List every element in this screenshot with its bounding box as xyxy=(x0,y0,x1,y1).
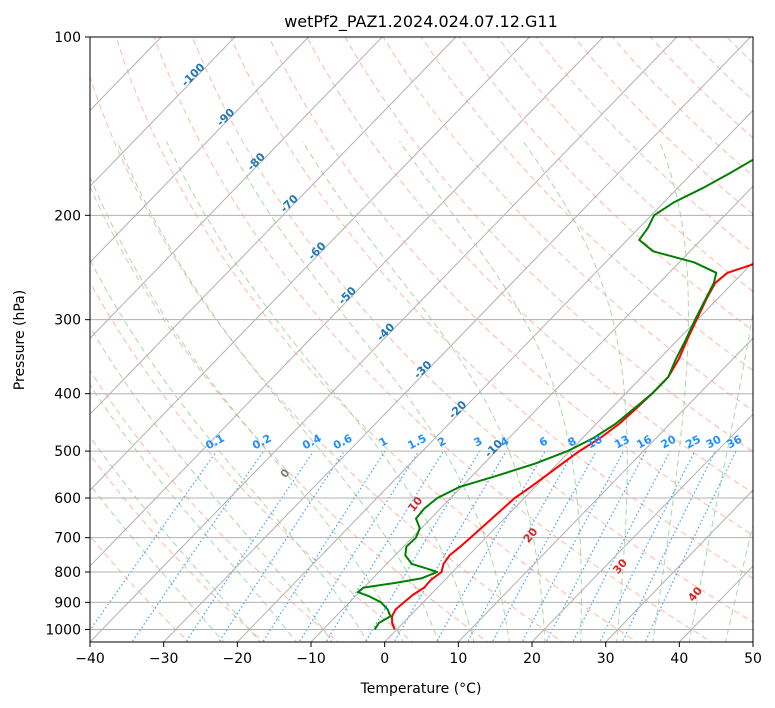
x-tick-label: −40 xyxy=(75,651,105,667)
x-tick-label: −20 xyxy=(223,651,253,667)
dry-adiabat xyxy=(458,37,753,332)
mixing-ratio-line xyxy=(644,450,737,642)
moist-adiabat xyxy=(226,141,510,642)
mixing-ratio-line xyxy=(218,450,345,642)
y-tick-label: 900 xyxy=(54,595,81,611)
x-tick-label: 40 xyxy=(670,651,688,667)
dewpoint-profile xyxy=(356,158,753,630)
y-tick-label: 100 xyxy=(54,30,81,46)
isotherm-gridline xyxy=(90,37,383,339)
x-tick-label: 50 xyxy=(744,651,762,667)
y-tick-label: 1000 xyxy=(45,622,81,638)
moist-adiabat xyxy=(116,141,440,642)
x-tick-label: 0 xyxy=(380,651,389,667)
x-tick-label: 10 xyxy=(449,651,467,667)
mixing-ratio-label: 20 xyxy=(659,433,679,452)
mixing-ratio-line xyxy=(521,450,625,642)
y-tick-label: 800 xyxy=(54,565,81,581)
mixing-ratio-line xyxy=(90,450,218,632)
y-axis: 100 200 300 400 500 600 700 800 900 1000 xyxy=(45,30,90,638)
mixing-ratio-line xyxy=(298,450,420,642)
mixing-ratio-line xyxy=(185,450,314,642)
x-axis-label: Temperature (°C) xyxy=(360,681,482,697)
moist-adiabat xyxy=(90,384,297,642)
mixing-ratio-line xyxy=(393,450,507,642)
y-tick-label: 200 xyxy=(54,208,81,224)
mixing-ratio-label: 10 xyxy=(585,433,605,452)
isotherm-gridline xyxy=(90,37,678,642)
chart-title: wetPf2_PAZ1.2024.024.07.12.G11 xyxy=(284,12,558,32)
moist-adiabat xyxy=(166,141,475,642)
y-tick-label: 600 xyxy=(54,491,81,507)
mixing-ratio-label: 16 xyxy=(634,433,654,452)
moist-adiabat xyxy=(90,435,261,642)
sounding-lines xyxy=(356,158,753,630)
isotherm-gridline xyxy=(384,261,753,642)
x-tick-label: −10 xyxy=(296,651,326,667)
isotherm-gridline xyxy=(90,37,604,567)
x-tick-label: −30 xyxy=(149,651,179,667)
mixing-ratio-label: 13 xyxy=(612,433,632,452)
x-tick-label: 30 xyxy=(597,651,615,667)
x-axis: −40 −30 −20 −10 0 10 20 30 40 50 xyxy=(75,642,762,667)
plot-frame xyxy=(89,36,754,643)
mixing-ratio-label: 36 xyxy=(725,433,745,452)
y-tick-label: 500 xyxy=(54,444,81,460)
x-tick-label: 20 xyxy=(523,651,541,667)
isotherm-gridline xyxy=(605,489,753,642)
isotherm-gridline xyxy=(90,37,309,263)
mixing-ratio-label: 30 xyxy=(704,433,724,452)
isotherm-gridline xyxy=(457,337,753,642)
moist-adiabat xyxy=(90,258,369,642)
y-tick-label: 700 xyxy=(54,531,81,547)
moist-adiabat xyxy=(725,523,753,642)
y-tick-label: 300 xyxy=(54,313,81,329)
moist-adiabat xyxy=(652,141,689,642)
dry-adiabat xyxy=(382,37,753,412)
isotherm-gridline xyxy=(531,413,753,642)
isotherm-gridline xyxy=(163,37,751,642)
isotherm-gridline xyxy=(90,37,530,491)
dry-adiabat xyxy=(497,37,753,293)
moist-adiabat xyxy=(688,309,753,642)
mixing-ratio-line xyxy=(545,450,647,642)
moist-adiabat xyxy=(522,141,628,642)
isotherm-gridline xyxy=(90,37,236,188)
moist-adiabat xyxy=(90,326,333,642)
moist-adiabat xyxy=(90,483,225,642)
mixing-ratio-line xyxy=(325,450,445,642)
isotherm-gridline xyxy=(90,37,457,415)
mixing-ratio-line xyxy=(572,450,671,642)
grid-lines xyxy=(90,37,753,642)
mixing-ratio-label: 25 xyxy=(683,433,703,452)
isotherm-gridline xyxy=(236,109,753,642)
moist-adiabat xyxy=(399,141,582,642)
isotherm-gridline xyxy=(310,185,753,642)
dry-adiabat xyxy=(420,37,753,372)
y-axis-label: Pressure (hPa) xyxy=(12,290,28,390)
y-tick-label: 400 xyxy=(54,387,81,403)
